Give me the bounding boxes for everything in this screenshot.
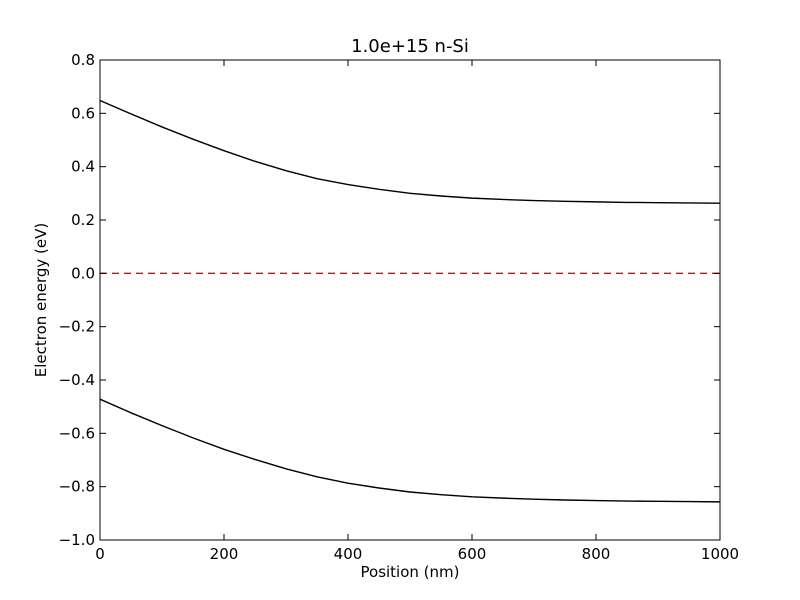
x-tick-label: 200 — [210, 545, 239, 563]
y-tick-label: −0.6 — [59, 424, 95, 442]
y-tick-label: 0.6 — [71, 104, 95, 122]
series-line-2 — [99, 398, 721, 503]
y-tick-label: −0.4 — [59, 371, 95, 389]
y-tick-label: −0.2 — [59, 318, 95, 336]
x-tick-label: 400 — [334, 545, 363, 563]
x-tick-label: 600 — [458, 545, 487, 563]
y-tick-label: −1.0 — [59, 531, 95, 549]
chart-title: 1.0e+15 n-Si — [351, 36, 469, 57]
y-tick-label: 0.0 — [71, 264, 95, 282]
x-axis-label: Position (nm) — [361, 563, 460, 581]
y-tick-label: 0.2 — [71, 211, 95, 229]
x-tick-label: 1000 — [701, 545, 739, 563]
y-tick-label: −0.8 — [59, 478, 95, 496]
x-tick-label: 800 — [582, 545, 611, 563]
series-line-1 — [99, 99, 721, 204]
y-axis-label: Electron energy (eV) — [32, 223, 50, 378]
y-tick-label: 0.4 — [71, 158, 95, 176]
series-layer — [99, 99, 721, 503]
x-tick-label: 0 — [95, 545, 105, 563]
y-tick-label: 0.8 — [71, 51, 95, 69]
ticks-layer: 0 200 400 600 800 1000 −1.0 −0.8 −0.6 −0.4 −0.2 0.0… — [59, 51, 740, 563]
plot-frame — [99, 59, 721, 541]
